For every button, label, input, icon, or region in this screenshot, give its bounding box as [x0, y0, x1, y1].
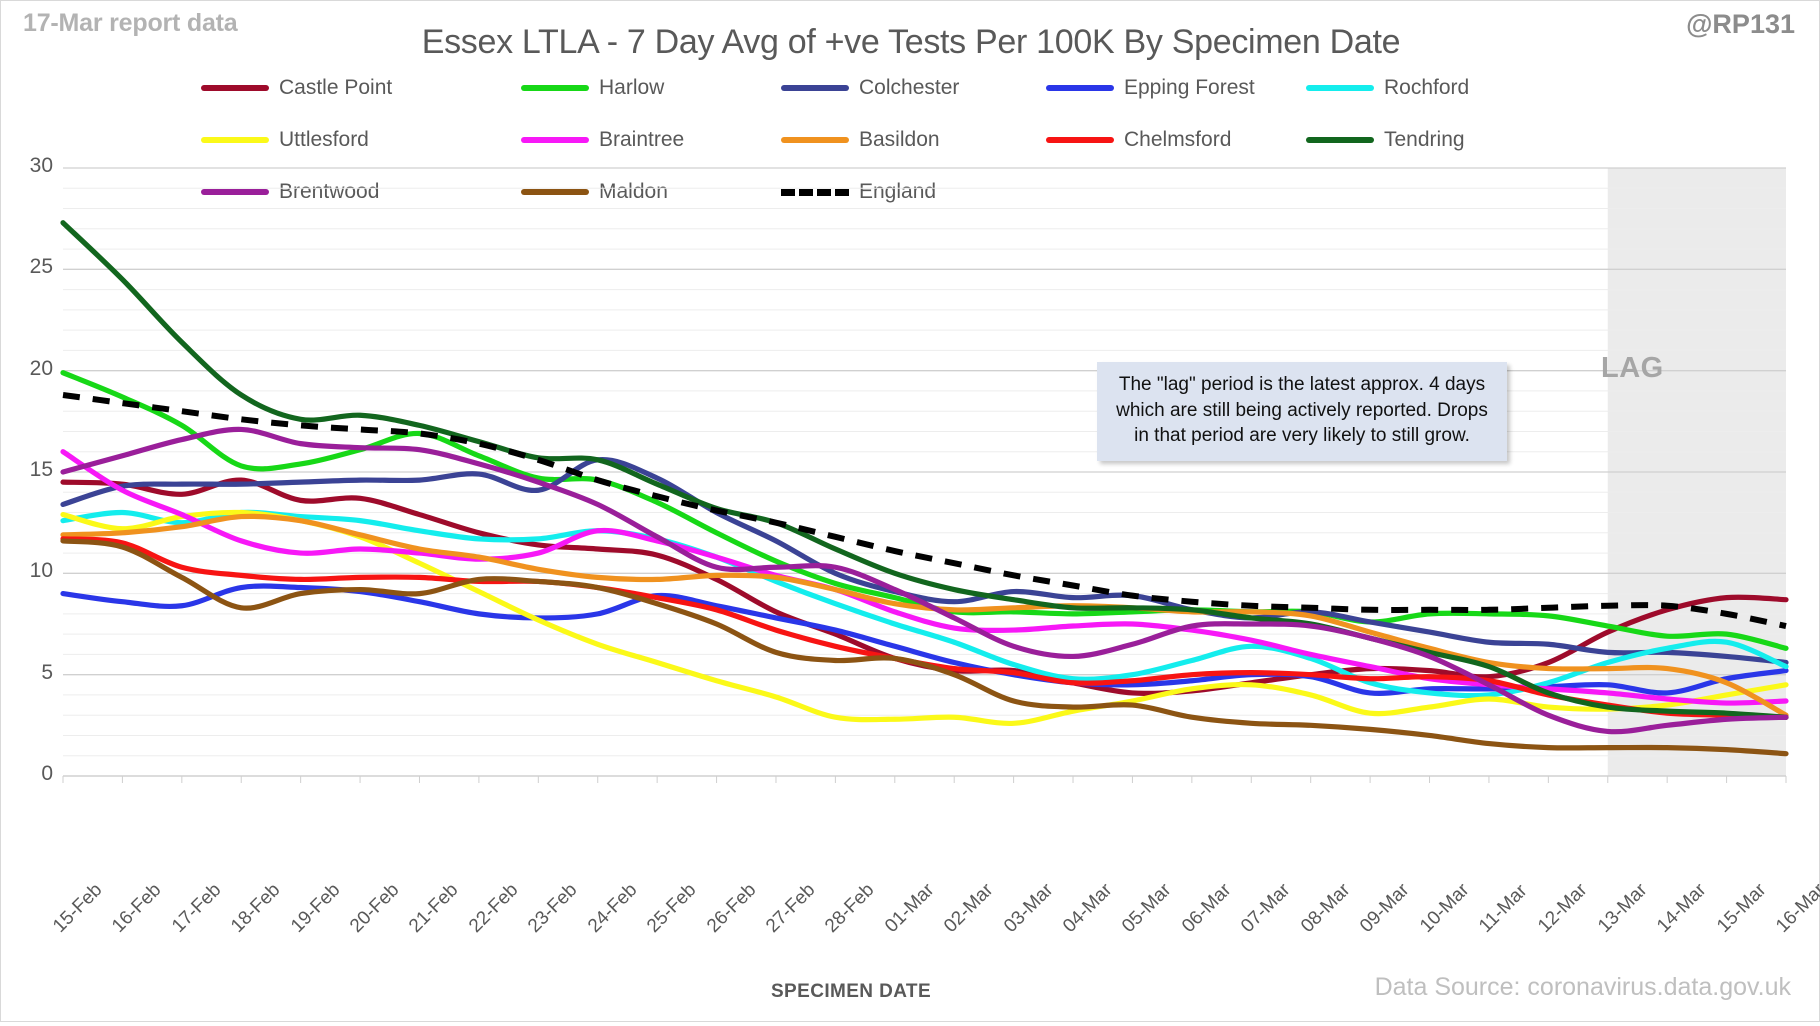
legend-label: Braintree	[599, 128, 685, 151]
y-axis-tick-label: 20	[29, 356, 53, 380]
legend-label: Tendring	[1384, 128, 1465, 151]
series-line-brentwood	[60, 426, 1789, 735]
chart-legend: Castle Point Harlow Colchester Epping Fores…	[201, 75, 1621, 203]
legend-item-brentwood[interactable]: Brentwood	[201, 179, 379, 205]
legend-swatch-icon	[201, 85, 269, 91]
legend-item-braintree[interactable]: Braintree	[521, 127, 684, 153]
legend-swatch-icon	[1306, 137, 1374, 143]
legend-item-epping-forest[interactable]: Epping Forest	[1046, 75, 1255, 101]
y-axis-tick-label: 0	[41, 762, 53, 785]
legend-item-tendring[interactable]: Tendring	[1306, 127, 1465, 153]
x-axis-title: SPECIMEN DATE	[770, 981, 932, 1002]
legend-item-castle-point[interactable]: Castle Point	[201, 75, 392, 101]
legend-label: Brentwood	[279, 180, 380, 203]
legend-item-colchester[interactable]: Colchester	[781, 75, 959, 101]
author-handle: @RP131	[1686, 9, 1795, 39]
data-source-note: Data Source: coronavirus.data.gov.uk	[1374, 973, 1791, 1001]
x-tick-marks	[62, 775, 1787, 783]
plot-svg	[60, 167, 1789, 783]
series-line-maldon	[60, 538, 1789, 757]
lag-annotation-box: The "lag" period is the latest approx. 4…	[1097, 362, 1507, 461]
series-line-chelmsford	[60, 536, 1789, 720]
legend-swatch-icon	[781, 137, 849, 143]
series-line-harlow	[60, 370, 1789, 651]
legend-swatch-icon	[1046, 137, 1114, 143]
legend-label: Harlow	[599, 76, 665, 99]
series-line-rochford	[60, 509, 1789, 699]
legend-label: Chelmsford	[1124, 128, 1232, 151]
legend-swatch-icon	[201, 137, 269, 143]
legend-swatch-icon	[201, 189, 269, 195]
series-line-basildon	[60, 513, 1789, 718]
legend-swatch-icon	[781, 85, 849, 91]
x-axis-tick-labels: 15-Feb 16-Feb 17-Feb 18-Feb 19-Feb 20-Feb 21-F…	[1, 879, 1820, 1026]
plot-area: The "lag" period is the latest approx. 4…	[1, 154, 1820, 916]
legend-row: Uttlesford Braintree Basildon Chelmsford Ten…	[201, 101, 1621, 151]
y-axis-tick-label: 25	[29, 255, 53, 279]
chart-title: Essex LTLA - 7 Day Avg of +ve Tests Per …	[421, 23, 1401, 61]
y-axis-tick-label: 30	[29, 154, 53, 177]
legend-swatch-icon	[1046, 85, 1114, 91]
y-axis-tick-label: 15	[29, 458, 53, 481]
legend-swatch-icon	[521, 189, 589, 195]
legend-label: Uttlesford	[279, 128, 369, 151]
legend-swatch-icon	[521, 85, 589, 91]
report-date-tag: 17-Mar report data	[23, 9, 238, 37]
legend-item-chelmsford[interactable]: Chelmsford	[1046, 127, 1231, 153]
legend-row: Brentwood Maldon England	[201, 127, 1621, 203]
legend-swatch-icon	[781, 188, 849, 196]
series-line-tendring	[60, 220, 1789, 720]
legend-label: Rochford	[1384, 76, 1470, 99]
legend-item-england[interactable]: England	[781, 179, 936, 205]
legend-label: Basildon	[859, 128, 940, 151]
legend-item-harlow[interactable]: Harlow	[521, 75, 664, 101]
legend-item-maldon[interactable]: Maldon	[521, 179, 668, 205]
legend-item-uttlesford[interactable]: Uttlesford	[201, 127, 369, 153]
lag-region-label: LAG	[1601, 352, 1664, 384]
legend-item-basildon[interactable]: Basildon	[781, 127, 940, 153]
legend-label: Epping Forest	[1124, 76, 1255, 99]
legend-label: Castle Point	[279, 76, 393, 99]
y-axis-tick-label: 5	[41, 660, 53, 684]
legend-label: Colchester	[859, 76, 960, 99]
legend-label: Maldon	[599, 180, 668, 203]
legend-label: England	[859, 180, 937, 203]
legend-swatch-icon	[521, 137, 589, 143]
legend-item-rochford[interactable]: Rochford	[1306, 75, 1469, 101]
y-axis-tick-label: 10	[29, 559, 53, 583]
series-line-england	[62, 392, 1787, 629]
legend-swatch-icon	[1306, 85, 1374, 91]
legend-row: Castle Point Harlow Colchester Epping Fores…	[201, 75, 1621, 101]
